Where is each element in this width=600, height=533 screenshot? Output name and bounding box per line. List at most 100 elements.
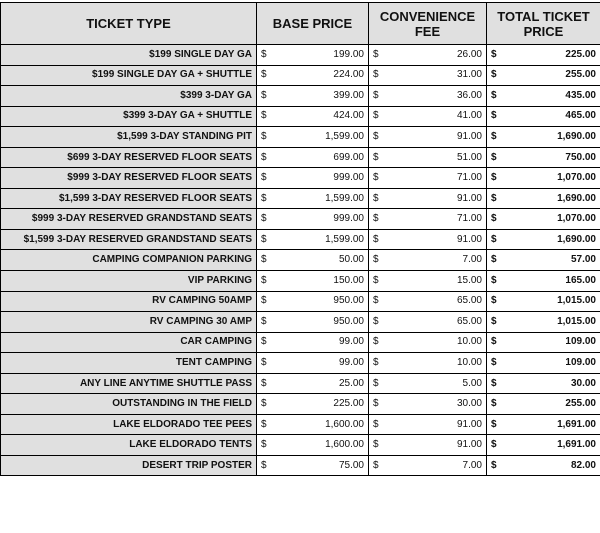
currency-symbol: $ [491,192,497,204]
convenience-fee-value: 91.00 [456,439,482,451]
total-price-cell: $ 109.00 [486,352,600,374]
total-price-value: 750.00 [565,151,596,163]
total-price-cell: $ 30.00 [486,372,600,395]
total-price-cell: $ 1,070.00 [486,208,600,230]
total-price-value: 1,691.00 [557,418,596,430]
currency-symbol: $ [373,48,379,60]
base-price-cell: $ 50.00 [256,249,369,272]
base-price-cell: $ 199.00 [256,44,369,66]
table-row: RV CAMPING 50AMP $ 950.00 $ 65.00 $ 1,01… [0,290,600,313]
currency-symbol: $ [373,459,379,471]
total-price-cell: $ 255.00 [486,64,600,87]
base-price-cell: $ 1,600.00 [256,434,369,456]
base-price-cell: $ 1,600.00 [256,413,369,436]
total-price-cell: $ 1,690.00 [486,228,600,251]
currency-symbol: $ [373,89,379,101]
table-row: $1,599 3-DAY RESERVED GRANDSTAND SEATS $… [0,228,600,251]
total-price-value: 57.00 [570,254,596,266]
total-price-cell: $ 435.00 [486,85,600,107]
base-price-value: 25.00 [338,377,364,389]
total-price-value: 109.00 [565,356,596,368]
table-row: $399 3-DAY GA $ 399.00 $ 36.00 $ 435.00 [0,85,600,107]
convenience-fee-cell: $ 5.00 [368,372,487,395]
total-price-value: 225.00 [565,48,596,60]
total-price-value: 1,070.00 [557,213,596,225]
total-price-cell: $ 165.00 [486,270,600,292]
currency-symbol: $ [491,233,497,245]
total-price-value: 255.00 [565,398,596,410]
convenience-fee-cell: $ 10.00 [368,331,487,354]
ticket-type-cell: $399 3-DAY GA + SHUTTLE [0,105,257,128]
base-price-cell: $ 99.00 [256,352,369,374]
total-price-value: 1,070.00 [557,172,596,184]
currency-symbol: $ [261,274,267,286]
ticket-type-cell: $999 3-DAY RESERVED GRANDSTAND SEATS [0,208,257,230]
currency-symbol: $ [491,377,497,389]
total-price-value: 1,690.00 [557,233,596,245]
ticket-type-cell: LAKE ELDORADO TENTS [0,434,257,456]
table-row: $399 3-DAY GA + SHUTTLE $ 424.00 $ 41.00… [0,105,600,128]
currency-symbol: $ [261,233,267,245]
ticket-type-cell: CAMPING COMPANION PARKING [0,249,257,272]
currency-symbol: $ [261,439,267,451]
currency-symbol: $ [373,295,379,307]
total-price-value: 1,015.00 [557,295,596,307]
base-price-cell: $ 1,599.00 [256,126,369,148]
currency-symbol: $ [261,172,267,184]
currency-symbol: $ [373,69,379,81]
base-price-cell: $ 150.00 [256,270,369,292]
currency-symbol: $ [491,459,497,471]
convenience-fee-cell: $ 10.00 [368,352,487,374]
currency-symbol: $ [491,398,497,410]
ticket-type-cell: ANY LINE ANYTIME SHUTTLE PASS [0,372,257,395]
currency-symbol: $ [491,418,497,430]
base-price-cell: $ 999.00 [256,167,369,189]
convenience-fee-value: 71.00 [456,213,482,225]
ticket-type-cell: TENT CAMPING [0,352,257,374]
currency-symbol: $ [491,213,497,225]
base-price-value: 1,599.00 [325,233,364,245]
base-price-value: 99.00 [338,336,364,348]
base-price-cell: $ 224.00 [256,64,369,87]
currency-symbol: $ [261,254,267,266]
price-table-container: TICKET TYPE BASE PRICE CONVENIENCE FEE T… [0,2,600,477]
currency-symbol: $ [491,110,497,122]
convenience-fee-value: 91.00 [456,130,482,142]
total-price-cell: $ 750.00 [486,146,600,169]
currency-symbol: $ [373,192,379,204]
convenience-fee-value: 15.00 [456,274,482,286]
base-price-value: 699.00 [333,151,364,163]
header-convenience-fee: CONVENIENCE FEE [368,2,487,45]
currency-symbol: $ [261,295,267,307]
ticket-type-cell: $1,599 3-DAY STANDING PIT [0,126,257,148]
total-price-value: 109.00 [565,336,596,348]
convenience-fee-value: 71.00 [456,172,482,184]
currency-symbol: $ [373,172,379,184]
convenience-fee-cell: $ 91.00 [368,187,487,210]
table-row: CAR CAMPING $ 99.00 $ 10.00 $ 109.00 [0,331,600,354]
table-row: LAKE ELDORADO TENTS $ 1,600.00 $ 91.00 $… [0,434,600,456]
base-price-value: 50.00 [338,254,364,266]
total-price-cell: $ 1,015.00 [486,311,600,333]
table-row: VIP PARKING $ 150.00 $ 15.00 $ 165.00 [0,270,600,292]
currency-symbol: $ [261,151,267,163]
base-price-cell: $ 25.00 [256,372,369,395]
base-price-value: 225.00 [333,398,364,410]
base-price-value: 999.00 [333,213,364,225]
header-total-ticket-price: TOTAL TICKET PRICE [486,2,600,45]
base-price-value: 1,599.00 [325,130,364,142]
total-price-value: 82.00 [570,459,596,471]
total-price-cell: $ 1,015.00 [486,290,600,313]
total-price-cell: $ 57.00 [486,249,600,272]
currency-symbol: $ [373,377,379,389]
total-price-value: 255.00 [565,69,596,81]
currency-symbol: $ [261,130,267,142]
base-price-cell: $ 75.00 [256,454,369,477]
currency-symbol: $ [373,110,379,122]
currency-symbol: $ [491,254,497,266]
convenience-fee-value: 91.00 [456,418,482,430]
convenience-fee-cell: $ 91.00 [368,434,487,456]
table-row: RV CAMPING 30 AMP $ 950.00 $ 65.00 $ 1,0… [0,311,600,333]
base-price-cell: $ 950.00 [256,290,369,313]
base-price-value: 99.00 [338,356,364,368]
